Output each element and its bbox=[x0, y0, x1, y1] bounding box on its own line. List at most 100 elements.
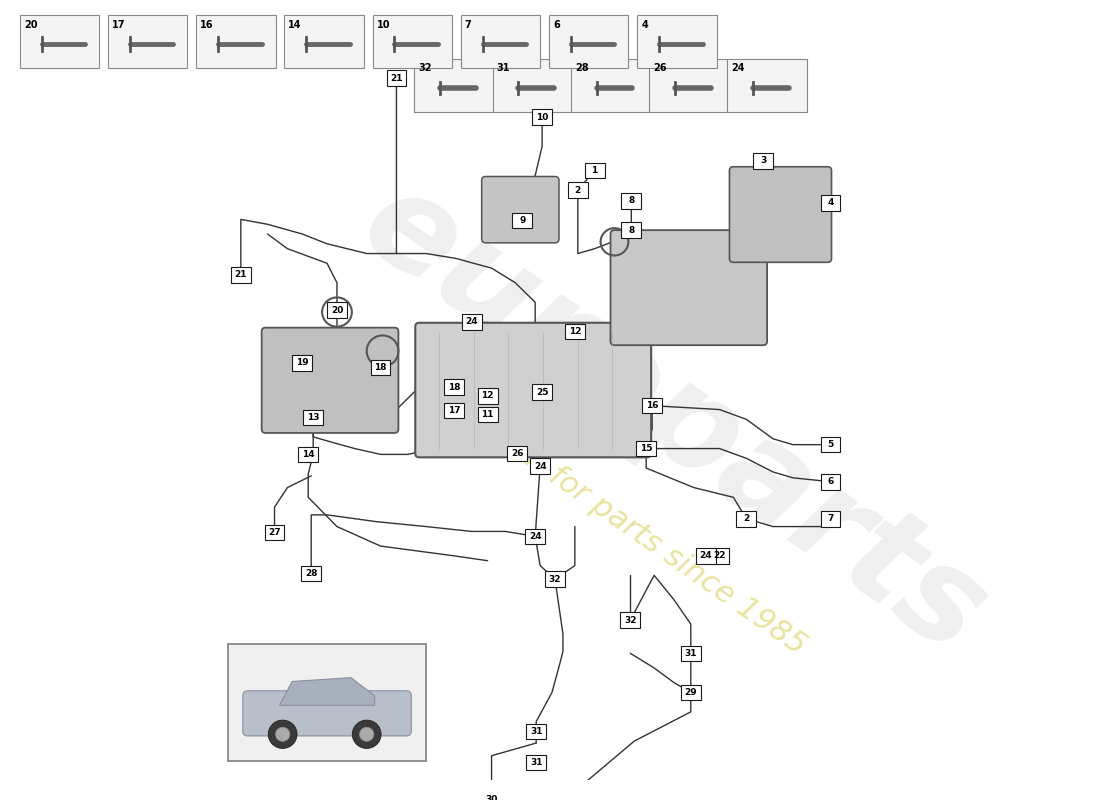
Bar bbox=[477, 406, 497, 422]
Text: 20: 20 bbox=[24, 19, 37, 30]
Bar bbox=[681, 685, 701, 700]
Text: 22: 22 bbox=[713, 551, 726, 560]
Text: 31: 31 bbox=[684, 649, 697, 658]
Bar bbox=[526, 723, 546, 739]
Text: 24: 24 bbox=[465, 318, 478, 326]
Text: 4: 4 bbox=[641, 19, 648, 30]
Bar bbox=[228, 643, 426, 761]
Text: 20: 20 bbox=[331, 306, 343, 314]
Bar bbox=[710, 548, 729, 564]
Bar bbox=[530, 458, 550, 474]
Text: 15: 15 bbox=[640, 444, 652, 453]
Bar bbox=[196, 14, 275, 68]
Text: 24: 24 bbox=[534, 462, 547, 470]
Text: 16: 16 bbox=[646, 401, 659, 410]
Text: europarts: europarts bbox=[339, 158, 1009, 681]
Text: 8: 8 bbox=[628, 226, 635, 234]
Bar bbox=[513, 213, 532, 228]
Text: 32: 32 bbox=[624, 616, 637, 625]
Bar bbox=[462, 314, 482, 330]
Text: 31: 31 bbox=[496, 63, 510, 74]
Bar bbox=[821, 437, 840, 453]
Text: 8: 8 bbox=[628, 196, 635, 206]
FancyBboxPatch shape bbox=[482, 177, 559, 243]
Bar bbox=[482, 792, 502, 800]
Text: 25: 25 bbox=[536, 387, 549, 397]
Text: 31: 31 bbox=[530, 758, 542, 767]
Bar bbox=[265, 525, 285, 540]
Bar bbox=[526, 754, 546, 770]
Bar bbox=[568, 182, 587, 198]
Bar bbox=[532, 384, 552, 400]
Text: 30: 30 bbox=[485, 795, 498, 800]
Bar bbox=[636, 441, 656, 456]
Bar bbox=[20, 14, 99, 68]
Text: 7: 7 bbox=[827, 514, 834, 523]
Text: a passion for parts since 1985: a passion for parts since 1985 bbox=[417, 373, 812, 661]
Text: 11: 11 bbox=[482, 410, 494, 419]
Text: 28: 28 bbox=[305, 569, 318, 578]
Bar bbox=[371, 360, 390, 375]
Text: 6: 6 bbox=[827, 478, 834, 486]
Text: 14: 14 bbox=[288, 19, 301, 30]
FancyBboxPatch shape bbox=[416, 322, 651, 458]
Text: 29: 29 bbox=[684, 688, 697, 697]
Bar bbox=[620, 612, 640, 628]
Text: 24: 24 bbox=[700, 551, 712, 560]
Bar bbox=[821, 195, 840, 210]
Text: 4: 4 bbox=[827, 198, 834, 207]
Text: 27: 27 bbox=[268, 528, 280, 537]
Bar bbox=[108, 14, 187, 68]
Text: 21: 21 bbox=[390, 74, 403, 82]
Bar bbox=[565, 324, 585, 339]
Bar bbox=[754, 153, 773, 169]
Bar bbox=[285, 14, 364, 68]
Text: 18: 18 bbox=[448, 382, 460, 392]
Text: 19: 19 bbox=[296, 358, 309, 367]
Bar bbox=[526, 529, 546, 544]
Text: 26: 26 bbox=[653, 63, 667, 74]
Bar bbox=[304, 410, 323, 425]
Bar bbox=[621, 193, 641, 209]
Text: 14: 14 bbox=[301, 450, 315, 459]
Bar bbox=[695, 548, 716, 564]
Text: 10: 10 bbox=[376, 19, 390, 30]
Text: 6: 6 bbox=[553, 19, 560, 30]
Text: 12: 12 bbox=[569, 327, 581, 336]
Circle shape bbox=[275, 727, 290, 742]
Bar bbox=[649, 58, 728, 112]
FancyBboxPatch shape bbox=[610, 230, 767, 345]
Text: 9: 9 bbox=[519, 216, 526, 225]
Bar bbox=[298, 446, 318, 462]
Bar bbox=[637, 14, 716, 68]
Text: 24: 24 bbox=[529, 532, 541, 541]
Bar bbox=[642, 398, 662, 414]
Text: 17: 17 bbox=[448, 406, 460, 415]
Bar bbox=[532, 110, 552, 125]
Bar bbox=[373, 14, 452, 68]
Bar bbox=[507, 446, 527, 462]
Text: 28: 28 bbox=[575, 63, 589, 74]
Bar bbox=[415, 58, 494, 112]
FancyBboxPatch shape bbox=[729, 166, 832, 262]
Bar bbox=[736, 511, 756, 526]
Text: 32: 32 bbox=[418, 63, 431, 74]
Text: 31: 31 bbox=[530, 727, 542, 736]
Bar bbox=[301, 566, 321, 581]
Text: 13: 13 bbox=[307, 413, 319, 422]
Text: 2: 2 bbox=[744, 514, 749, 523]
Bar bbox=[444, 402, 464, 418]
Bar bbox=[727, 58, 806, 112]
Text: 2: 2 bbox=[574, 186, 581, 194]
Bar bbox=[621, 222, 641, 238]
Text: 7: 7 bbox=[465, 19, 472, 30]
Bar bbox=[444, 379, 464, 395]
Bar bbox=[477, 388, 497, 404]
FancyBboxPatch shape bbox=[243, 690, 411, 736]
Bar bbox=[821, 511, 840, 526]
Polygon shape bbox=[279, 678, 375, 706]
Bar bbox=[493, 58, 572, 112]
Circle shape bbox=[268, 720, 297, 749]
Text: 32: 32 bbox=[549, 574, 561, 584]
Bar bbox=[821, 474, 840, 490]
